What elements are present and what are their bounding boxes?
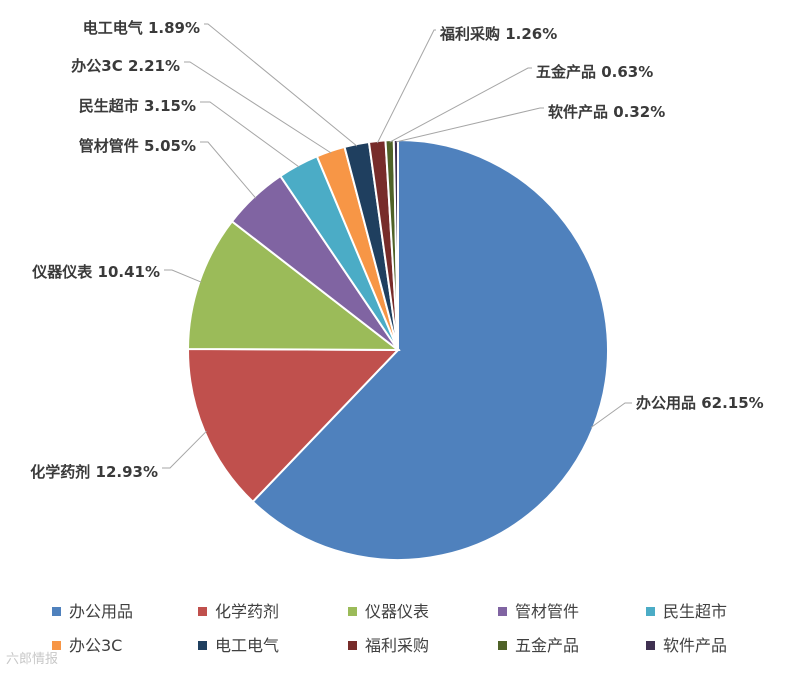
pie-slice-2: [186, 347, 401, 504]
legend-label: 办公用品: [69, 602, 133, 621]
slice-label-4: 管材管件 5.05%: [79, 137, 196, 155]
leader-line-4: [200, 141, 257, 199]
legend-swatch: [498, 641, 507, 650]
legend-label: 管材管件: [515, 602, 579, 621]
legend-label: 福利采购: [365, 636, 429, 655]
leader-line-9: [389, 67, 532, 143]
legend-label: 电工电气: [215, 636, 279, 655]
leader-line-6: [184, 61, 332, 154]
slice-label-8: 福利采购 1.26%: [439, 25, 557, 43]
slice-labels: 办公用品 62.15% 化学药剂 12.93% 仪器仪表 10.41% 管材管件 5.…: [30, 19, 763, 481]
slice-label-2: 化学药剂 12.93%: [30, 463, 158, 481]
legend-swatch: [52, 607, 61, 616]
leader-line-10: [395, 107, 544, 143]
leader-lines: [162, 23, 632, 469]
legend-swatch: [52, 641, 61, 650]
legend-item-8: 福利采购: [348, 636, 429, 655]
legend-item-3: 仪器仪表: [348, 602, 429, 621]
legend-swatch: [646, 607, 655, 616]
legend-swatch: [646, 641, 655, 650]
legend-item-9: 五金产品: [498, 636, 579, 655]
legend-label: 化学药剂: [215, 602, 279, 621]
legend-item-4: 管材管件: [498, 602, 579, 621]
legend-item-5: 民生超市: [646, 602, 727, 621]
slice-label-9: 五金产品 0.63%: [536, 63, 653, 81]
leader-line-3: [164, 269, 202, 283]
pie-slices: [186, 138, 609, 561]
watermark: 六郎情报: [6, 652, 59, 667]
slice-label-7: 电工电气 1.89%: [83, 19, 200, 37]
legend-label: 办公3C: [69, 636, 122, 655]
legend-swatch: [498, 607, 507, 616]
legend-swatch: [198, 607, 207, 616]
legend-swatch: [198, 641, 207, 650]
slice-label-1: 办公用品 62.15%: [636, 394, 764, 412]
legend-item-6: 办公3C: [52, 636, 122, 655]
leader-line-5: [200, 101, 300, 168]
legend-item-7: 电工电气: [198, 636, 279, 655]
legend-item-2: 化学药剂: [198, 602, 279, 621]
leader-line-8: [376, 29, 436, 144]
legend-swatch: [348, 641, 357, 650]
legend-label: 民生超市: [663, 602, 727, 621]
slice-label-5: 民生超市 3.15%: [79, 97, 196, 115]
leader-line-7: [204, 23, 358, 147]
leader-line-2: [162, 430, 207, 469]
pie-slice-1: [251, 138, 609, 561]
slice-label-10: 软件产品 0.32%: [548, 103, 665, 121]
slice-label-3: 仪器仪表 10.41%: [31, 263, 160, 281]
legend-swatch: [348, 607, 357, 616]
leader-line-1: [590, 402, 632, 428]
legend-label: 仪器仪表: [365, 602, 429, 621]
legend-item-10: 软件产品: [646, 636, 727, 655]
legend-label: 软件产品: [663, 636, 727, 655]
slice-label-6: 办公3C 2.21%: [71, 57, 180, 75]
legend-item-1: 办公用品: [52, 602, 133, 621]
legend-label: 五金产品: [515, 636, 579, 655]
